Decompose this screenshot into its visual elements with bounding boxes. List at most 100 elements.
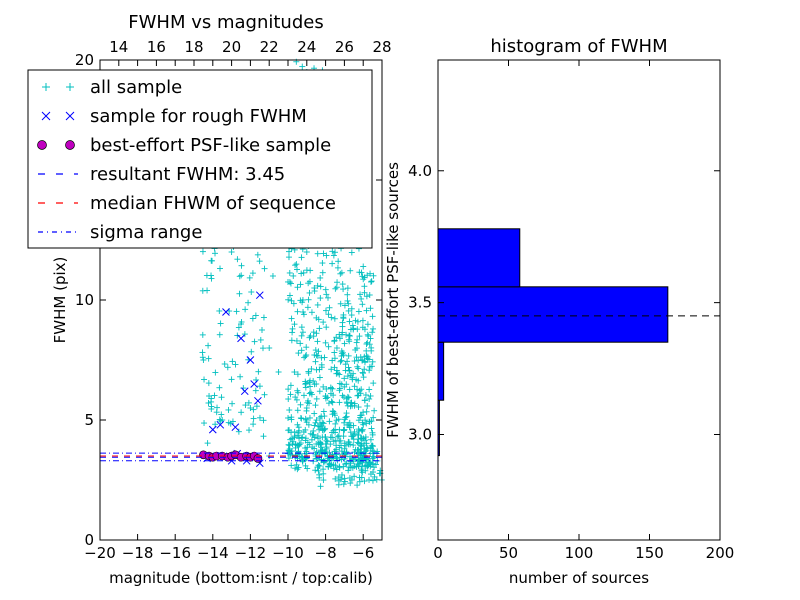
point-all-sample: [370, 380, 377, 387]
point-all-sample: [363, 352, 370, 359]
point-all-sample: [286, 269, 293, 276]
point-all-sample: [297, 340, 304, 347]
point-all-sample: [336, 380, 343, 387]
point-all-sample: [322, 286, 329, 293]
point-all-sample: [302, 380, 309, 387]
point-all-sample: [368, 278, 375, 285]
point-all-sample: [305, 296, 312, 303]
point-all-sample: [320, 319, 327, 326]
point-all-sample: [303, 249, 310, 255]
point-all-sample: [298, 347, 305, 354]
point-all-sample: [212, 421, 219, 428]
point-all-sample: [328, 314, 335, 321]
point-all-sample: [319, 260, 326, 267]
point-rough-fwhm: [231, 423, 240, 432]
point-all-sample: [357, 412, 364, 419]
legend-box: [27, 69, 373, 249]
point-all-sample: [269, 273, 276, 279]
legend-label: best-effort PSF-like sample: [90, 135, 331, 156]
point-all-sample: [349, 374, 356, 381]
y-tick-label: 20: [75, 51, 94, 69]
point-all-sample: [285, 455, 292, 462]
point-all-sample: [298, 332, 305, 339]
point-all-sample: [366, 367, 373, 374]
point-all-sample: [242, 306, 249, 313]
point-all-sample: [344, 291, 351, 298]
x-tick-label: −8: [315, 544, 337, 562]
top-x-tick-label: 22: [260, 38, 279, 56]
point-all-sample: [347, 422, 354, 429]
legend-entry: resultant FWHM: 3.45: [38, 164, 285, 185]
legend-label: sigma range: [90, 222, 202, 243]
point-all-sample: [340, 315, 347, 322]
point-all-sample: [296, 435, 303, 442]
point-all-sample: [316, 325, 323, 332]
point-all-sample: [364, 402, 371, 409]
point-all-sample: [366, 386, 373, 393]
point-all-sample: [316, 374, 323, 381]
histogram-x-label: number of sources: [509, 569, 649, 587]
top-x-tick-label: 24: [297, 38, 316, 56]
point-all-sample: [314, 282, 321, 289]
point-all-sample: [302, 445, 309, 452]
top-x-tick-label: 20: [222, 38, 241, 56]
point-all-sample: [332, 285, 339, 292]
point-all-sample: [368, 425, 375, 432]
point-all-sample: [366, 395, 373, 402]
point-all-sample: [350, 442, 357, 449]
point-all-sample: [311, 352, 318, 359]
point-all-sample: [341, 440, 348, 447]
point-all-sample: [348, 476, 355, 483]
point-all-sample: [323, 252, 330, 259]
point-all-sample: [233, 308, 240, 315]
point-all-sample: [316, 415, 323, 422]
point-all-sample: [322, 339, 329, 346]
point-all-sample: [358, 435, 365, 442]
point-all-sample: [306, 379, 313, 386]
point-all-sample: [354, 439, 361, 446]
point-all-sample: [346, 386, 353, 393]
point-all-sample: [251, 338, 258, 345]
point-all-sample: [354, 392, 361, 399]
point-all-sample: [318, 440, 325, 447]
point-all-sample: [344, 393, 351, 400]
point-all-sample: [359, 273, 366, 280]
point-all-sample: [320, 470, 327, 477]
legend-label: median FHWM of sequence: [90, 193, 336, 214]
point-all-sample: [364, 321, 371, 328]
point-all-sample: [365, 460, 372, 467]
point-all-sample: [255, 368, 262, 375]
point-all-sample: [350, 325, 357, 332]
point-all-sample: [249, 270, 256, 277]
point-rough-fwhm: [216, 420, 225, 429]
point-all-sample: [248, 348, 255, 355]
point-all-sample: [321, 449, 328, 456]
point-all-sample: [313, 417, 320, 424]
scatter-title: FWHM vs magnitudes: [128, 12, 323, 33]
point-all-sample: [297, 440, 304, 447]
point-all-sample: [364, 331, 371, 338]
point-all-sample: [221, 361, 228, 368]
point-all-sample: [335, 416, 342, 423]
point-all-sample: [318, 361, 325, 368]
point-all-sample: [368, 278, 375, 285]
histogram-bars: [437, 228, 669, 457]
point-all-sample: [343, 460, 350, 467]
point-all-sample: [325, 311, 332, 318]
point-all-sample: [285, 386, 292, 393]
point-all-sample: [347, 326, 354, 333]
histogram-y-label: FWHM of best-effort PSF-like sources: [384, 162, 402, 438]
point-all-sample: [237, 373, 244, 380]
point-all-sample: [361, 366, 368, 373]
point-all-sample: [330, 408, 337, 415]
point-all-sample: [338, 352, 345, 359]
point-all-sample: [275, 369, 282, 375]
point-all-sample: [201, 376, 208, 383]
top-x-tick-label: 26: [335, 38, 354, 56]
point-all-sample: [354, 318, 361, 325]
point-all-sample: [229, 358, 236, 365]
point-all-sample: [360, 374, 367, 381]
point-all-sample: [369, 358, 376, 365]
point-all-sample: [329, 385, 336, 392]
legend-entry: sample for rough FWHM: [41, 106, 307, 127]
